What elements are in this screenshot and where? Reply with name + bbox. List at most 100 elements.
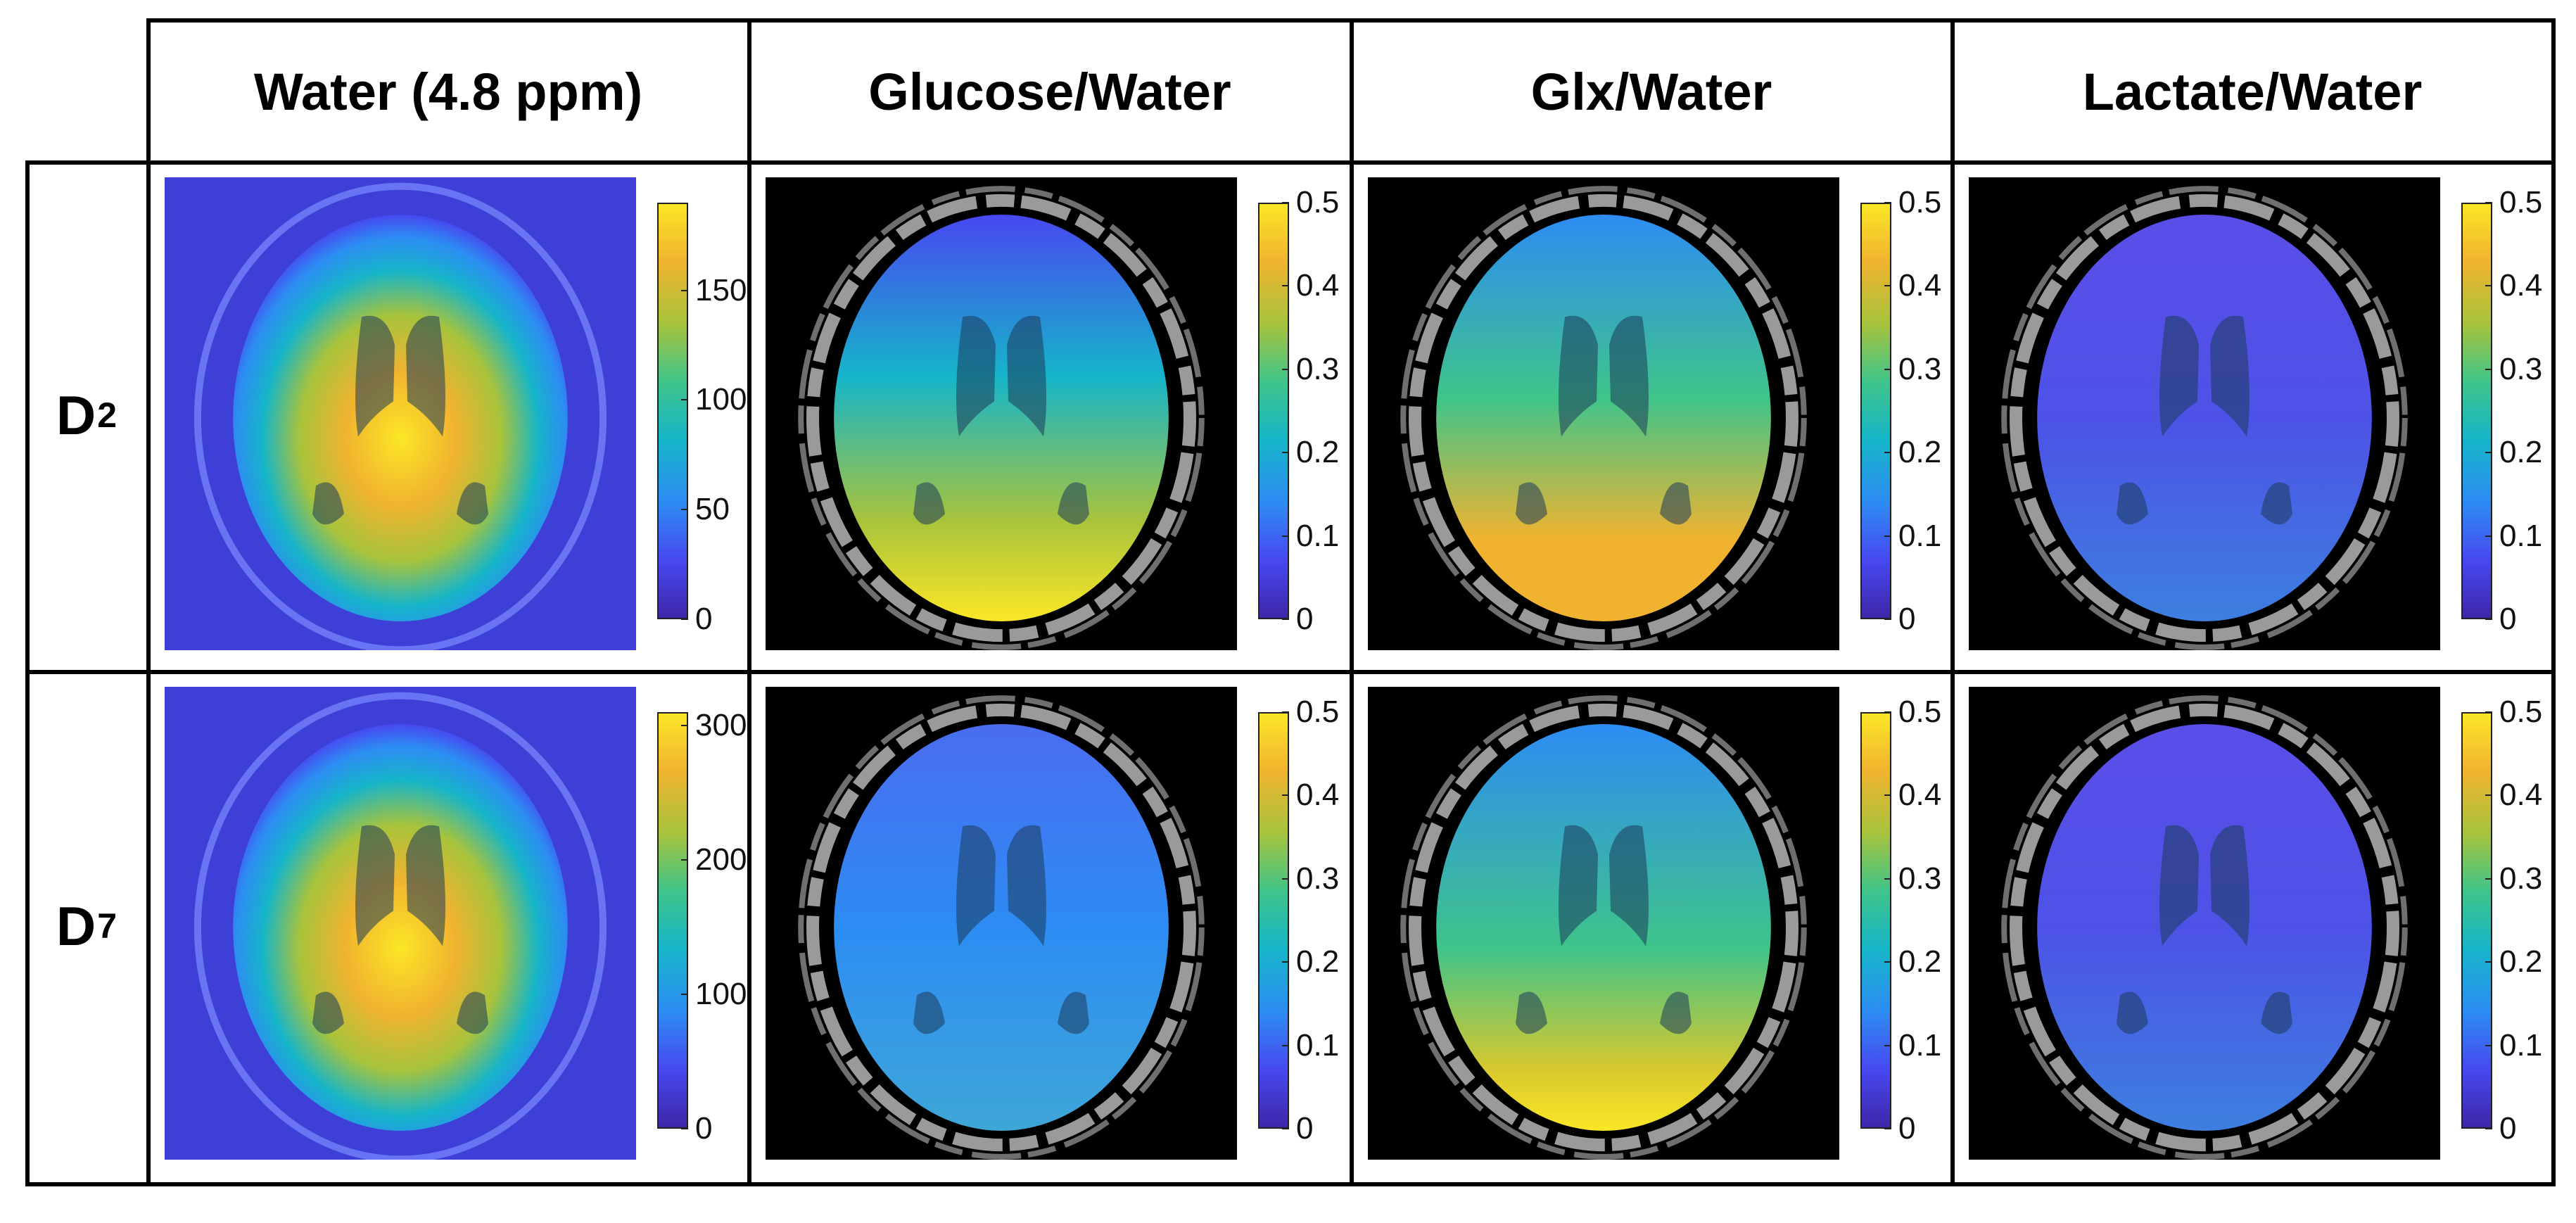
colorbar-tick-mark — [681, 725, 688, 727]
column-header-lactate: Lactate/Water — [2082, 62, 2423, 121]
ventricles — [1516, 315, 1692, 525]
d7-glucose-panel: 0 0.1 0.2 0.3 0.4 0.5 — [766, 687, 1340, 1160]
skull-outline — [798, 695, 1205, 1160]
colorbar-tick-label: 0.4 — [1898, 268, 1942, 303]
colorbar-tick-mark — [2485, 285, 2492, 287]
d7-glucose-colorbar — [1258, 712, 1289, 1129]
skull-outline — [2001, 695, 2408, 1160]
skull-outline — [806, 194, 1196, 642]
colorbar-tick-label: 0.4 — [1296, 268, 1340, 303]
grid-line — [25, 160, 2556, 165]
d2-glx-image — [1368, 177, 1839, 650]
grid-line — [146, 18, 151, 1186]
colorbar-tick-mark — [1884, 285, 1891, 287]
colorbar-tick-label: 0.5 — [2499, 695, 2543, 729]
colorbar-tick-label: 0.4 — [2499, 268, 2543, 303]
ventricles — [312, 315, 488, 525]
colorbar-tick-label: 0.5 — [2499, 185, 2543, 220]
colorbar-tick-label: 0.1 — [1898, 518, 1942, 553]
colorbar-tick-mark — [2485, 202, 2492, 203]
colorbar-tick-mark — [1282, 1128, 1289, 1129]
skull-outline — [1409, 194, 1798, 642]
colorbar-tick-label: 0.2 — [1898, 435, 1942, 470]
column-header-water: Water (4.8 ppm) — [253, 62, 643, 121]
skull-outline — [1400, 186, 1807, 650]
colorbar-tick-mark — [2485, 619, 2492, 620]
grid-line — [2551, 18, 2556, 1186]
ventricles — [913, 825, 1089, 1034]
colorbar-tick-mark — [1884, 619, 1891, 620]
column-header-glucose: Glucose/Water — [868, 62, 1231, 121]
d7-water-panel: 0 100 200 300 — [165, 687, 747, 1160]
colorbar-tick-mark — [1282, 711, 1289, 713]
grid-line — [1350, 18, 1354, 1186]
colorbar-tick-label: 0.3 — [1296, 861, 1340, 896]
d7-glucose-image — [766, 687, 1237, 1160]
colorbar-tick-label: 200 — [695, 842, 747, 877]
colorbar-tick-mark — [1884, 961, 1891, 963]
colorbar-tick-mark — [1884, 452, 1891, 454]
colorbar-tick-label: 0.3 — [1898, 861, 1942, 896]
colorbar-tick-label: 0.1 — [2499, 1027, 2543, 1063]
skull-outline — [1400, 695, 1807, 1160]
grid-line — [25, 670, 2556, 674]
brain-map — [834, 724, 1169, 1131]
brain-map — [834, 215, 1169, 621]
d7-water-colorbar — [657, 712, 688, 1129]
brain-map — [2037, 215, 2372, 621]
d2-glucose-panel: 0 0.1 0.2 0.3 0.4 0.5 — [766, 177, 1340, 650]
colorbar-tick-label: 50 — [695, 492, 730, 527]
colorbar-tick-label: 0.2 — [2499, 435, 2543, 470]
d7-water-image — [165, 687, 636, 1160]
colorbar-tick-label: 0.4 — [1898, 778, 1942, 813]
colorbar-tick-mark — [2485, 1044, 2492, 1046]
colorbar-tick-mark — [1884, 711, 1891, 713]
colorbar-tick-mark — [2485, 961, 2492, 963]
brain-map — [1436, 215, 1771, 621]
skull-outline — [2001, 186, 2408, 650]
brain-map — [233, 215, 568, 621]
ventricles — [1516, 825, 1692, 1034]
colorbar-tick-mark — [2485, 877, 2492, 880]
grid-line — [25, 1182, 2556, 1186]
colorbar-tick-label: 0.1 — [1296, 518, 1340, 553]
colorbar-tick-mark — [2485, 452, 2492, 454]
d7-lactate-image — [1969, 687, 2440, 1160]
colorbar-tick-label: 0.2 — [1898, 944, 1942, 980]
d2-glx-panel: 0 0.1 0.2 0.3 0.4 0.5 — [1368, 177, 1941, 650]
colorbar-tick-mark — [681, 619, 688, 620]
brain-map — [2037, 724, 2372, 1131]
colorbar-tick-mark — [681, 994, 688, 996]
colorbar-tick-mark — [1884, 368, 1891, 370]
colorbar-tick-label: 0.2 — [2499, 944, 2543, 980]
d7-glx-image — [1368, 687, 1839, 1160]
d2-lactate-image — [1969, 177, 2440, 650]
d7-lactate-colorbar — [2461, 712, 2492, 1129]
colorbar-tick-label: 0 — [1296, 602, 1314, 636]
d2-water-image — [165, 177, 636, 650]
colorbar-tick-label: 0 — [2499, 602, 2517, 636]
colorbar-tick-label: 0.3 — [1296, 351, 1340, 386]
colorbar-tick-label: 0.2 — [1296, 435, 1340, 470]
d2-glucose-colorbar — [1258, 203, 1289, 619]
d2-glucose-image — [766, 177, 1237, 650]
column-header-glx: Glx/Water — [1530, 62, 1772, 121]
colorbar-tick-label: 0.3 — [1898, 351, 1942, 386]
colorbar-tick-label: 0.3 — [2499, 861, 2543, 896]
colorbar-tick-mark — [681, 1128, 688, 1129]
skull-outline — [798, 186, 1205, 650]
colorbar-tick-mark — [1884, 877, 1891, 880]
colorbar-tick-label: 0.1 — [1898, 1027, 1942, 1063]
colorbar-tick-label: 0.3 — [2499, 351, 2543, 386]
colorbar-tick-label: 0.5 — [1296, 695, 1340, 729]
skull-outline — [2010, 194, 2399, 642]
d2-lactate-colorbar — [2461, 203, 2492, 619]
colorbar-tick-mark — [1884, 535, 1891, 537]
head-outline — [193, 692, 607, 1160]
colorbar-tick-mark — [1282, 619, 1289, 620]
colorbar-tick-mark — [1282, 285, 1289, 287]
colorbar-tick-label: 0.2 — [1296, 944, 1340, 980]
colorbar-tick-mark — [1884, 1044, 1891, 1046]
brain-map — [233, 724, 568, 1131]
